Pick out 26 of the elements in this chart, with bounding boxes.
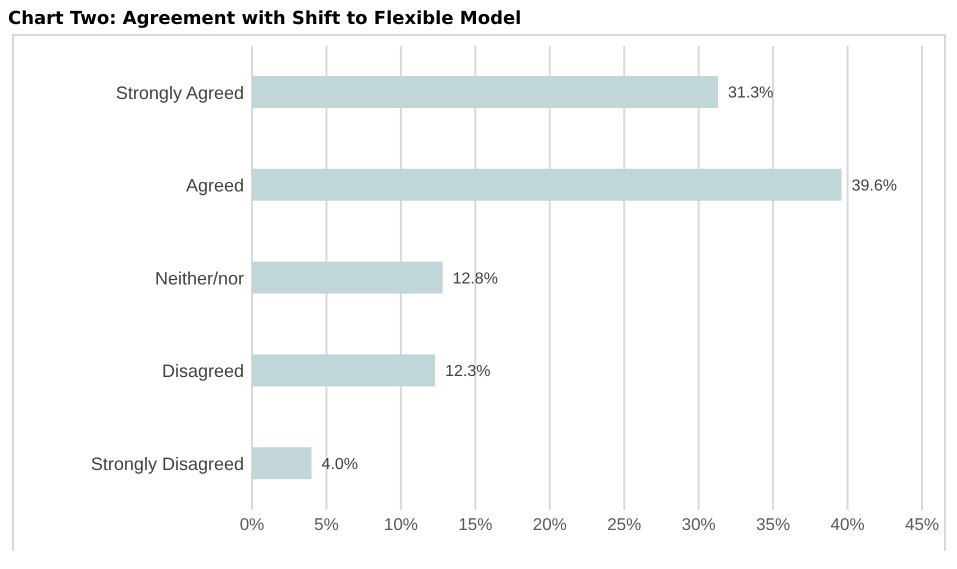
x-tick-label: 35% (756, 515, 790, 534)
bar (252, 447, 312, 480)
bar (252, 76, 718, 108)
data-label: 12.8% (452, 270, 498, 288)
x-tick-label: 10% (384, 515, 418, 534)
x-tick-label: 45% (904, 515, 940, 534)
x-tick-label: 15% (458, 515, 492, 534)
x-tick-label: 0% (240, 515, 264, 534)
y-tick-label: Strongly Agreed (116, 82, 244, 103)
y-tick-label: Disagreed (162, 361, 244, 382)
y-tick-label: Neither/nor (154, 268, 244, 288)
bar (252, 354, 436, 386)
x-tick-label: 5% (314, 515, 339, 534)
data-label: 39.6% (852, 177, 897, 194)
bar (252, 262, 443, 294)
data-label: 4.0% (322, 456, 358, 473)
x-tick-label: 30% (682, 515, 716, 534)
y-tick-label: Agreed (186, 176, 244, 196)
chart-title: Chart Two: Agreement with Shift to Flexible Model (8, 8, 522, 31)
bar (252, 168, 842, 201)
data-label: 31.3% (728, 84, 774, 102)
x-tick-label: 25% (607, 515, 642, 534)
y-tick-label: Strongly Disagreed (90, 454, 244, 474)
x-tick-label: 40% (830, 515, 865, 534)
data-label: 12.3% (445, 363, 491, 380)
x-tick-label: 20% (532, 515, 567, 534)
